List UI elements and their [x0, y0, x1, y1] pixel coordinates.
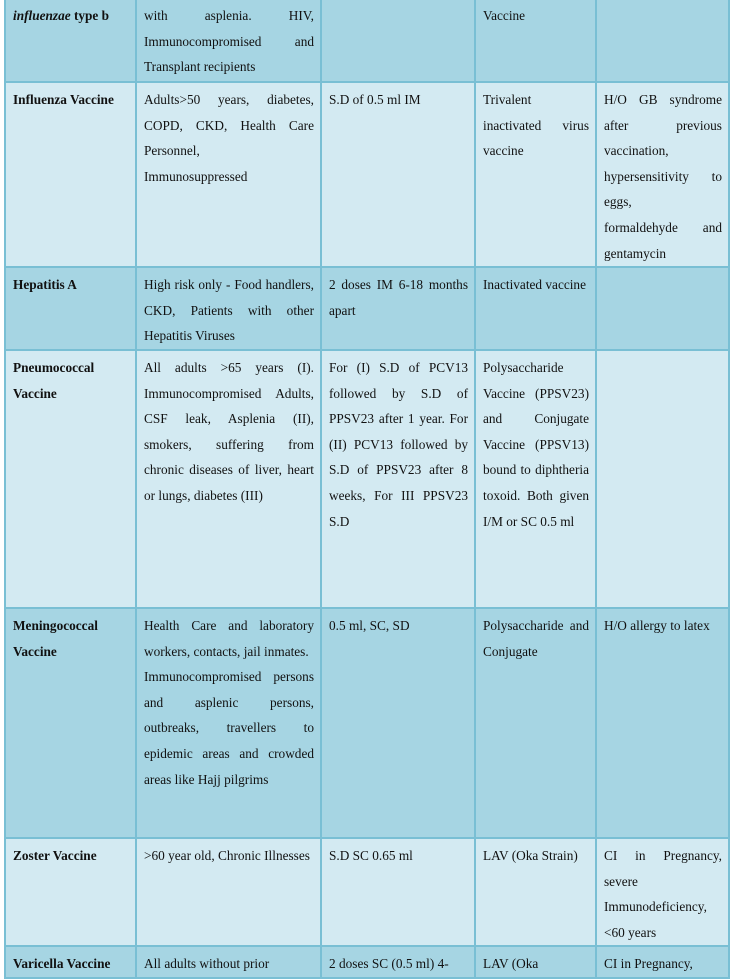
type-cell: Trivalent inactivated virus vaccine	[474, 80, 597, 269]
table-row: influenzae type b with asplenia. HIV, Im…	[4, 0, 730, 83]
type-cell: Polysaccharide Vaccine (PPSV23) and Conj…	[474, 348, 597, 609]
vaccine-name: Influenza Vaccine	[4, 80, 137, 269]
vaccine-name: Zoster Vaccine	[4, 836, 137, 948]
vaccine-name-italic: influenzae	[13, 8, 71, 23]
table-row: Hepatitis A High risk only - Food handle…	[4, 266, 730, 351]
vaccine-name: Pneumococcal Vaccine	[4, 348, 137, 609]
indication-cell: Health Care and laboratory workers, cont…	[135, 606, 322, 839]
indication-cell: High risk only - Food handlers, CKD, Pat…	[135, 266, 322, 351]
table-row: Pneumococcal Vaccine All adults >65 year…	[4, 348, 730, 609]
vaccine-name-rest: type b	[70, 8, 110, 23]
dose-cell: For (I) S.D of PCV13 followed by S.D of …	[320, 348, 476, 609]
contraindication-cell: CI in Pregnancy,	[595, 945, 730, 979]
contraindication-cell: H/O allergy to latex	[595, 606, 730, 839]
dose-cell: 0.5 ml, SC, SD	[320, 606, 476, 839]
type-cell: Vaccine	[474, 0, 597, 83]
table-row: Influenza Vaccine Adults>50 years, diabe…	[4, 80, 730, 269]
indication-cell: >60 year old, Chronic Illnesses	[135, 836, 322, 948]
dose-cell: S.D SC 0.65 ml	[320, 836, 476, 948]
contraindication-cell	[595, 0, 730, 83]
vaccine-name: Hepatitis A	[4, 266, 137, 351]
indication-cell: All adults without prior	[135, 945, 322, 979]
vaccine-name: Varicella Vaccine	[4, 945, 137, 979]
type-cell: Inactivated vaccine	[474, 266, 597, 351]
table-row: Zoster Vaccine >60 year old, Chronic Ill…	[4, 836, 730, 948]
contraindication-cell: H/O GB syndrome after previous vaccinati…	[595, 80, 730, 269]
dose-cell	[320, 0, 476, 83]
contraindication-cell: CI in Pregnancy, severe Immunodeficiency…	[595, 836, 730, 948]
vaccine-name: influenzae type b	[4, 0, 137, 83]
contraindication-cell	[595, 348, 730, 609]
type-cell: LAV (Oka	[474, 945, 597, 979]
indication-cell: All adults >65 years (I). Immunocompromi…	[135, 348, 322, 609]
indication-cell: with asplenia. HIV, Immunocompromised an…	[135, 0, 322, 83]
vaccine-table: influenzae type b with asplenia. HIV, Im…	[4, 0, 730, 979]
dose-cell: 2 doses SC (0.5 ml) 4-	[320, 945, 476, 979]
type-cell: LAV (Oka Strain)	[474, 836, 597, 948]
table-row: Varicella Vaccine All adults without pri…	[4, 945, 730, 979]
type-cell: Polysaccharide and Conjugate	[474, 606, 597, 839]
table-row: Meningococcal Vaccine Health Care and la…	[4, 606, 730, 839]
contraindication-cell	[595, 266, 730, 351]
indication-cell: Adults>50 years, diabetes, COPD, CKD, He…	[135, 80, 322, 269]
dose-cell: S.D of 0.5 ml IM	[320, 80, 476, 269]
vaccine-name: Meningococcal Vaccine	[4, 606, 137, 839]
dose-cell: 2 doses IM 6-18 months apart	[320, 266, 476, 351]
